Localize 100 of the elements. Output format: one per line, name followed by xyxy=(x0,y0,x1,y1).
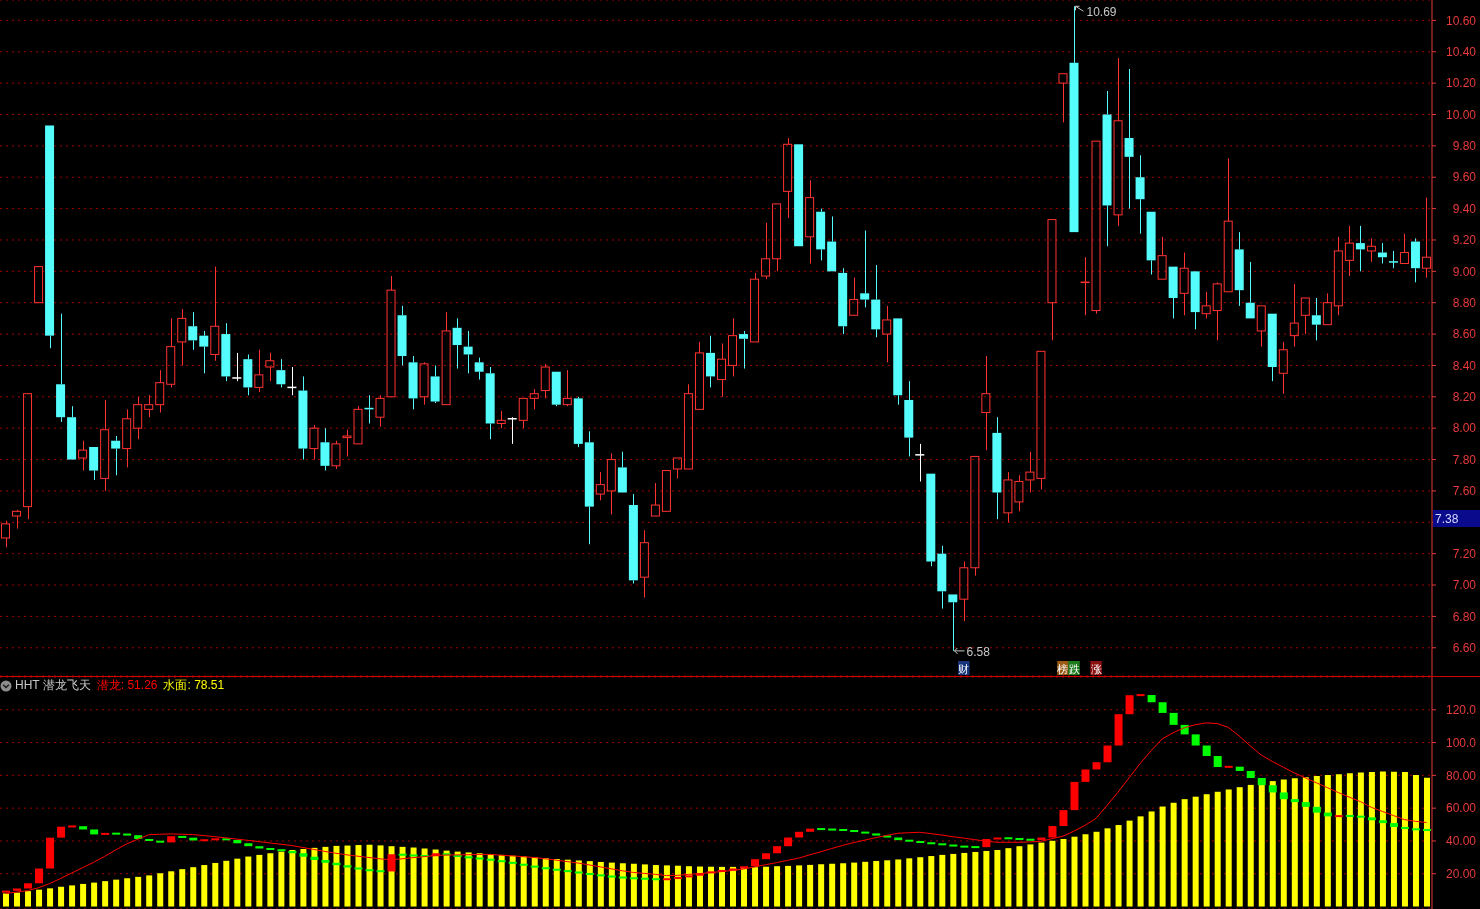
bar xyxy=(465,852,472,907)
bar xyxy=(1015,837,1024,840)
bar xyxy=(112,832,121,835)
bar xyxy=(531,857,538,907)
bar xyxy=(938,843,947,846)
bar xyxy=(1093,831,1100,907)
line-series xyxy=(5,722,1427,894)
bar xyxy=(69,885,76,907)
bar xyxy=(530,865,539,868)
bar xyxy=(752,867,759,907)
bar xyxy=(1137,816,1144,907)
candlestick xyxy=(1102,90,1112,247)
bar xyxy=(1224,765,1233,768)
candlestick xyxy=(805,179,815,264)
bar xyxy=(267,853,274,907)
bar xyxy=(520,856,527,907)
y-tick-label: 10.40 xyxy=(1445,44,1477,59)
bar xyxy=(1048,826,1057,838)
candlestick xyxy=(584,430,594,545)
bar xyxy=(310,856,319,860)
bar xyxy=(1169,712,1178,725)
bar xyxy=(1016,846,1023,907)
candlestick xyxy=(298,375,308,461)
bar xyxy=(542,858,549,907)
bar xyxy=(1313,776,1320,907)
bar xyxy=(674,865,681,907)
candlestick xyxy=(56,313,66,423)
bar xyxy=(234,858,241,907)
bar xyxy=(850,830,859,833)
bar xyxy=(399,846,406,907)
bar xyxy=(795,831,804,838)
bar xyxy=(740,866,749,869)
candlestick xyxy=(739,330,749,370)
bar xyxy=(840,863,847,907)
bar xyxy=(443,850,450,907)
bar xyxy=(1191,734,1200,746)
bar xyxy=(1290,799,1299,803)
candlestick xyxy=(386,275,396,398)
candlestick xyxy=(871,264,881,338)
bar xyxy=(641,864,648,907)
candlestick xyxy=(1289,283,1299,348)
bar xyxy=(277,849,286,852)
bar xyxy=(47,888,54,907)
candlestick xyxy=(1179,252,1189,316)
bar xyxy=(684,875,693,878)
candlestick xyxy=(1157,236,1167,280)
bar xyxy=(751,859,760,867)
y-tick-label: 9.40 xyxy=(1452,201,1477,216)
annotation: 涨 xyxy=(1090,662,1102,675)
bar xyxy=(906,858,913,907)
bar xyxy=(1379,771,1386,907)
bar xyxy=(971,846,980,849)
bar xyxy=(1181,799,1188,907)
bar xyxy=(1214,791,1221,907)
y-tick-label: 7.20 xyxy=(1452,546,1477,561)
bar xyxy=(1390,771,1397,907)
candlestick xyxy=(628,493,638,584)
bar xyxy=(1279,792,1288,800)
bar xyxy=(564,859,571,907)
bar xyxy=(541,867,550,870)
bar xyxy=(1114,714,1123,746)
bar xyxy=(322,846,329,907)
bar xyxy=(619,863,626,907)
bar xyxy=(763,866,770,907)
bar xyxy=(806,828,815,832)
bar xyxy=(839,828,848,831)
candlestick xyxy=(89,447,99,481)
bar xyxy=(233,839,242,844)
candlestick xyxy=(485,366,495,440)
bar xyxy=(146,875,153,907)
candlestick xyxy=(452,317,462,370)
bar xyxy=(1246,770,1255,778)
annotation: 榜 xyxy=(1057,662,1069,675)
bar xyxy=(25,891,32,907)
candlestick xyxy=(772,203,782,272)
bar xyxy=(58,886,65,907)
bar xyxy=(366,844,373,907)
bar xyxy=(354,867,363,870)
candlestick xyxy=(210,266,220,362)
bar xyxy=(432,849,439,907)
y-tick-label: 40.00 xyxy=(1445,834,1477,849)
bar xyxy=(311,847,318,907)
bar xyxy=(950,853,957,907)
bar xyxy=(949,844,958,847)
candlestick xyxy=(1355,225,1365,272)
bar xyxy=(817,828,826,831)
y-tick-label: 8.40 xyxy=(1452,358,1477,373)
candlestick xyxy=(276,358,286,388)
bar xyxy=(57,826,66,838)
candlestick xyxy=(981,355,991,451)
bar xyxy=(618,876,627,879)
bar xyxy=(608,862,615,907)
y-tick-label: 6.80 xyxy=(1452,609,1477,624)
bar xyxy=(90,829,99,835)
bar xyxy=(1412,774,1419,907)
bar xyxy=(476,853,483,907)
bar xyxy=(1356,815,1365,818)
text: 水面: 78.51 xyxy=(163,677,225,694)
bar xyxy=(916,841,925,844)
bar xyxy=(640,877,649,880)
